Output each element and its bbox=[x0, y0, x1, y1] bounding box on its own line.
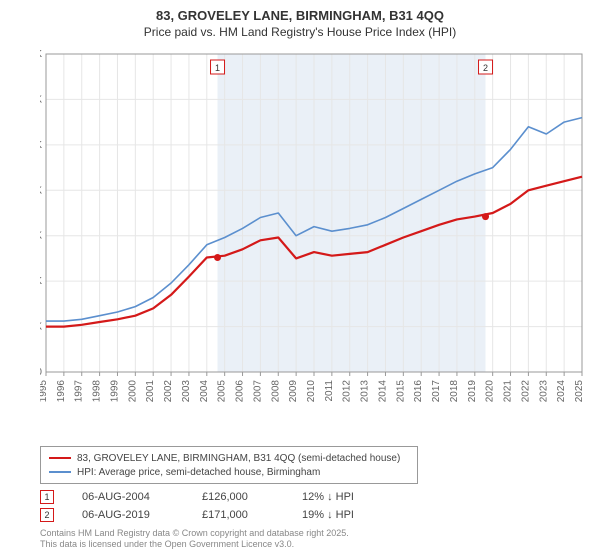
x-tick-label: 2002 bbox=[163, 380, 174, 403]
marker-price: £171,000 bbox=[202, 509, 302, 521]
y-tick-label: £50K bbox=[40, 322, 42, 333]
legend-row: 83, GROVELEY LANE, BIRMINGHAM, B31 4QQ (… bbox=[49, 451, 409, 465]
x-tick-label: 2000 bbox=[127, 380, 138, 403]
legend: 83, GROVELEY LANE, BIRMINGHAM, B31 4QQ (… bbox=[40, 446, 418, 484]
legend-swatch bbox=[49, 457, 71, 459]
marker-detail-row: 1 06-AUG-2004£126,00012% ↓ HPI bbox=[40, 488, 402, 506]
legend-row: HPI: Average price, semi-detached house,… bbox=[49, 465, 409, 479]
y-tick-label: £100K bbox=[40, 276, 42, 287]
x-tick-label: 2021 bbox=[503, 380, 514, 403]
x-tick-label: 2008 bbox=[270, 380, 281, 403]
x-tick-label: 1999 bbox=[109, 380, 120, 403]
marker-dot bbox=[482, 213, 489, 220]
y-tick-label: £200K bbox=[40, 185, 42, 196]
x-tick-label: 2004 bbox=[199, 380, 210, 403]
legend-swatch bbox=[49, 471, 71, 473]
chart-svg: £0 £50K £100K £150K £200K £250K £300K £350K 1995… bbox=[40, 48, 588, 408]
y-tick-label: £0 bbox=[40, 367, 42, 378]
x-tick-label: 1996 bbox=[56, 380, 67, 403]
x-tick-label: 2022 bbox=[520, 380, 531, 403]
markers-table: 1 06-AUG-2004£126,00012% ↓ HPI 2 06-AUG-201… bbox=[40, 488, 402, 524]
marker-pct: 19% ↓ HPI bbox=[302, 509, 402, 521]
x-tick-label: 2007 bbox=[252, 380, 263, 403]
x-tick-label: 2017 bbox=[431, 380, 442, 403]
x-tick-label: 2003 bbox=[181, 380, 192, 403]
x-tick-label: 2005 bbox=[217, 380, 228, 403]
legend-text: 83, GROVELEY LANE, BIRMINGHAM, B31 4QQ (… bbox=[77, 453, 400, 464]
x-tick-label: 1995 bbox=[40, 380, 49, 403]
x-tick-label: 1997 bbox=[74, 380, 85, 403]
y-tick-label: £150K bbox=[40, 231, 42, 242]
marker-pct: 12% ↓ HPI bbox=[302, 491, 402, 503]
x-tick-label: 2019 bbox=[467, 380, 478, 403]
x-tick-label: 2018 bbox=[449, 380, 460, 403]
shaded-region bbox=[218, 54, 486, 372]
x-tick-label: 2023 bbox=[538, 380, 549, 403]
x-tick-label: 2012 bbox=[342, 380, 353, 403]
chart-title-line2: Price paid vs. HM Land Registry's House … bbox=[0, 25, 600, 41]
marker-detail-badge: 2 bbox=[40, 508, 54, 522]
marker-date: 06-AUG-2019 bbox=[82, 509, 202, 521]
x-tick-label: 1998 bbox=[92, 380, 103, 403]
x-tick-label: 2025 bbox=[574, 380, 585, 403]
x-tick-label: 2016 bbox=[413, 380, 424, 403]
attribution: Contains HM Land Registry data © Crown c… bbox=[40, 528, 349, 550]
x-tick-label: 2006 bbox=[235, 380, 246, 403]
chart-title-line1: 83, GROVELEY LANE, BIRMINGHAM, B31 4QQ bbox=[0, 0, 600, 25]
x-tick-label: 2009 bbox=[288, 380, 299, 403]
marker-dot bbox=[214, 254, 221, 261]
x-tick-label: 2010 bbox=[306, 380, 317, 403]
attribution-line1: Contains HM Land Registry data © Crown c… bbox=[40, 528, 349, 539]
x-tick-label: 2001 bbox=[145, 380, 156, 403]
x-tick-label: 2011 bbox=[324, 380, 335, 402]
marker-badge-label: 1 bbox=[215, 63, 220, 73]
y-tick-label: £250K bbox=[40, 140, 42, 151]
chart-container: { "title_line1": "83, GROVELEY LANE, BIR… bbox=[0, 0, 600, 560]
y-tick-label: £300K bbox=[40, 94, 42, 105]
chart-plot-area: £0 £50K £100K £150K £200K £250K £300K £350K 1995… bbox=[40, 48, 588, 408]
marker-detail-badge: 1 bbox=[40, 490, 54, 504]
marker-badge-label: 2 bbox=[483, 63, 488, 73]
legend-text: HPI: Average price, semi-detached house,… bbox=[77, 467, 320, 478]
marker-price: £126,000 bbox=[202, 491, 302, 503]
x-tick-label: 2020 bbox=[485, 380, 496, 403]
x-tick-label: 2015 bbox=[395, 380, 406, 403]
attribution-line2: This data is licensed under the Open Gov… bbox=[40, 539, 349, 550]
y-tick-label: £350K bbox=[40, 49, 42, 60]
x-tick-label: 2024 bbox=[556, 380, 567, 403]
marker-date: 06-AUG-2004 bbox=[82, 491, 202, 503]
x-tick-label: 2014 bbox=[377, 380, 388, 403]
x-tick-label: 2013 bbox=[360, 380, 371, 403]
marker-detail-row: 2 06-AUG-2019£171,00019% ↓ HPI bbox=[40, 506, 402, 524]
